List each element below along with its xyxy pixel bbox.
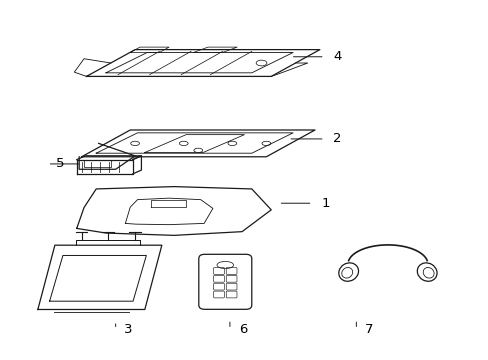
Text: 4: 4	[333, 50, 341, 63]
Text: 6: 6	[238, 323, 246, 336]
Text: 7: 7	[365, 323, 373, 336]
Text: 5: 5	[56, 157, 65, 170]
Text: 2: 2	[333, 132, 341, 145]
Text: 1: 1	[321, 197, 329, 210]
Text: 3: 3	[124, 323, 133, 336]
